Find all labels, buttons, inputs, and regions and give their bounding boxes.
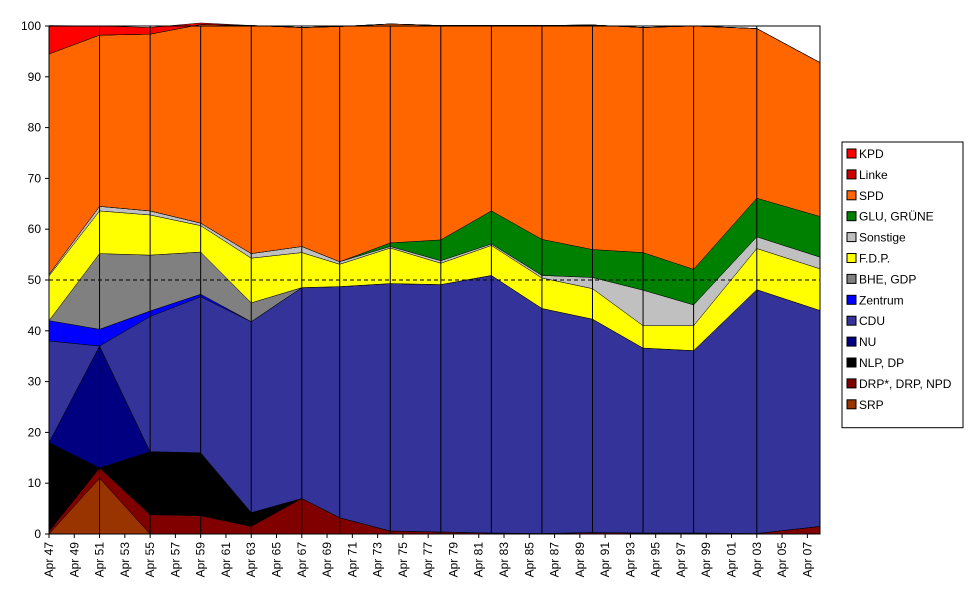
x-tick-label: Apr 03 <box>750 542 764 578</box>
x-tick-label: Apr 75 <box>396 542 410 578</box>
legend-label-cdu: CDU <box>859 314 885 328</box>
legend-box <box>841 141 964 429</box>
legend-label-srp: SRP <box>859 398 884 412</box>
legend-swatch-spd <box>846 190 857 201</box>
x-tick-label: Apr 55 <box>143 542 157 578</box>
x-tick-label: Apr 79 <box>446 542 460 578</box>
y-tick-label: 70 <box>28 171 42 185</box>
legend-label-kpd: KPD <box>859 147 884 161</box>
y-axis: 0 10 20 30 40 50 60 70 80 90 100 <box>21 19 49 541</box>
legend-swatch-kpd <box>846 148 857 159</box>
x-tick-label: Apr 05 <box>775 542 789 578</box>
legend-label-sonstige: Sonstige <box>859 231 906 245</box>
legend-swatch-nlp-dp <box>846 357 857 368</box>
y-tick-label: 30 <box>28 375 42 389</box>
x-tick-label: Apr 77 <box>421 542 435 578</box>
x-tick-label: Apr 61 <box>219 542 233 578</box>
x-axis: Apr 47 Apr 49 Apr 51 Apr 53 Apr 55 Apr 57 Apr … <box>42 534 814 577</box>
x-tick-label: Apr 69 <box>320 542 334 578</box>
x-tick-label: Apr 47 <box>42 542 56 578</box>
x-tick-label: Apr 53 <box>118 542 132 578</box>
legend-label-linke: Linke <box>859 168 888 182</box>
legend-swatch-glu-gr-ne <box>846 211 857 222</box>
legend-swatch-cdu <box>846 315 857 326</box>
legend-label-f-d-p: F.D.P. <box>859 252 890 266</box>
x-tick-label: Apr 97 <box>674 542 688 578</box>
legend-label-zentrum: Zentrum <box>859 293 904 307</box>
y-tick-label: 0 <box>34 527 41 541</box>
x-tick-label: Apr 59 <box>194 542 208 578</box>
y-tick-label: 50 <box>28 273 42 287</box>
x-tick-label: Apr 89 <box>573 542 587 578</box>
x-tick-label: Apr 91 <box>598 542 612 578</box>
y-tick-label: 20 <box>28 425 42 439</box>
x-tick-label: Apr 01 <box>725 542 739 578</box>
legend-swatch-zentrum <box>846 294 857 305</box>
legend-swatch-srp <box>846 399 857 410</box>
y-tick-label: 80 <box>28 121 42 135</box>
legend: KPD Linke SPD GLU, GRÜNE Sonstige F.D.P. BHE, … <box>841 141 964 429</box>
x-tick-label: Apr 95 <box>649 542 663 578</box>
x-tick-label: Apr 83 <box>497 542 511 578</box>
legend-swatch-f-d-p <box>846 253 857 263</box>
y-tick-label: 40 <box>28 324 42 338</box>
x-tick-label: Apr 99 <box>699 542 713 578</box>
x-tick-label: Apr 07 <box>800 542 814 578</box>
legend-label-drp-drp-npd: DRP*, DRP, NPD <box>859 377 952 391</box>
x-tick-label: Apr 71 <box>345 542 359 578</box>
x-tick-label: Apr 51 <box>93 542 107 578</box>
legend-swatch-bhe-gdp <box>846 273 857 284</box>
legend-swatch-sonstige <box>846 232 857 243</box>
legend-label-glu-gr-ne: GLU, GRÜNE <box>859 210 934 224</box>
legend-label-bhe-gdp: BHE, GDP <box>859 272 916 286</box>
plot-area <box>48 22 821 535</box>
x-tick-label: Apr 93 <box>623 542 637 578</box>
y-tick-label: 60 <box>28 222 42 236</box>
legend-label-spd: SPD <box>859 189 884 203</box>
x-tick-label: Apr 81 <box>472 542 486 578</box>
y-tick-label: 10 <box>28 476 42 490</box>
x-tick-label: Apr 63 <box>244 542 258 578</box>
x-tick-label: Apr 57 <box>168 542 182 578</box>
y-tick-label: 100 <box>21 19 41 33</box>
x-tick-label: Apr 85 <box>522 542 536 578</box>
legend-label-nu: NU <box>859 335 876 349</box>
legend-swatch-nu <box>846 336 857 347</box>
x-tick-label: Apr 67 <box>295 542 309 578</box>
x-tick-label: Apr 87 <box>548 542 562 578</box>
x-tick-label: Apr 73 <box>371 542 385 578</box>
y-tick-label: 90 <box>28 70 42 84</box>
x-tick-label: Apr 65 <box>270 542 284 578</box>
legend-swatch-linke <box>846 169 857 180</box>
legend-label-nlp-dp: NLP, DP <box>859 356 904 370</box>
x-tick-label: Apr 49 <box>67 542 81 578</box>
legend-swatch-drp-drp-npd <box>846 378 857 389</box>
